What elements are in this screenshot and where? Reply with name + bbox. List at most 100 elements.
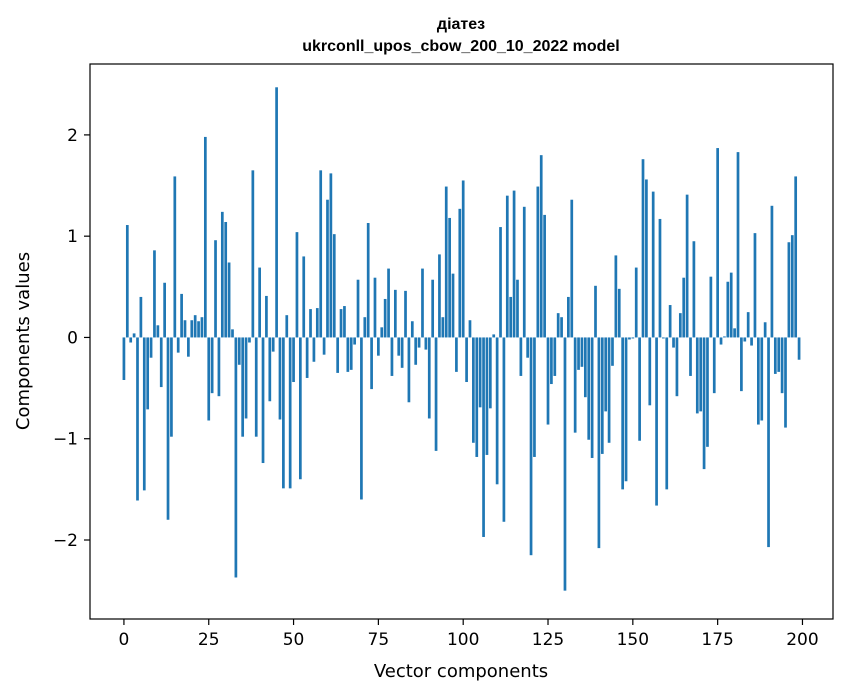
bar [424, 337, 428, 350]
bar [665, 337, 669, 490]
bar [434, 337, 438, 451]
bar [339, 309, 343, 338]
bar [156, 325, 160, 338]
chart-title-line2: ukrconll_upos_cbow_200_10_2022 model [302, 38, 619, 55]
bar [753, 233, 757, 338]
bar [536, 186, 540, 338]
bar [353, 337, 356, 345]
bar [180, 293, 183, 338]
bar [122, 337, 126, 380]
bar [668, 305, 672, 338]
bar [743, 337, 747, 342]
x-tick-label: 25 [198, 630, 220, 650]
bar [207, 337, 211, 421]
bar [522, 206, 526, 338]
bar [512, 190, 516, 338]
bar [760, 337, 764, 421]
bar [614, 255, 618, 338]
bar [159, 337, 163, 388]
y-tick-label: 0 [67, 328, 78, 348]
bar [278, 337, 282, 420]
bar [472, 337, 475, 443]
bar [583, 337, 587, 398]
bar [543, 214, 546, 338]
bar [421, 268, 424, 338]
bar [628, 337, 631, 340]
bar [767, 337, 770, 548]
bar [485, 337, 489, 455]
bar [346, 337, 350, 372]
bar [607, 337, 611, 443]
bar [407, 337, 411, 403]
bar [553, 337, 557, 376]
bar [746, 312, 750, 338]
bar [597, 337, 601, 549]
x-tick-label: 100 [447, 630, 479, 650]
bar [329, 173, 333, 338]
bar [702, 337, 706, 470]
bar [258, 267, 261, 338]
bar [736, 152, 740, 338]
bar [475, 337, 479, 457]
bar [390, 337, 394, 376]
bar [336, 337, 340, 373]
bar [292, 337, 295, 383]
bar [176, 337, 180, 353]
bar [302, 256, 306, 338]
bar [695, 337, 699, 414]
bar [319, 170, 323, 338]
bar [455, 337, 458, 372]
bar [611, 337, 614, 366]
bar [682, 277, 686, 338]
bar [763, 322, 767, 338]
bar [187, 337, 190, 357]
bar [580, 337, 584, 367]
bar [129, 337, 133, 343]
bar [651, 191, 655, 338]
bar [261, 337, 265, 464]
bar [265, 295, 268, 338]
bar [315, 308, 319, 338]
bar [719, 337, 723, 345]
bar [380, 327, 384, 338]
bar [777, 337, 781, 372]
bar [533, 337, 536, 457]
bar [356, 279, 360, 338]
bar [645, 179, 648, 338]
bar [790, 235, 794, 338]
bar [451, 273, 455, 338]
bar [271, 337, 275, 352]
bar [373, 277, 377, 338]
bar [444, 186, 448, 338]
bar [132, 333, 136, 338]
bar [231, 329, 234, 338]
bar [465, 337, 468, 383]
bar [282, 337, 285, 489]
bar [567, 296, 570, 338]
bar [773, 337, 777, 374]
bar [516, 279, 519, 338]
bar [136, 337, 139, 501]
bar [295, 232, 299, 338]
bar [573, 337, 577, 433]
bar [288, 337, 292, 489]
bar [587, 337, 591, 440]
bar [166, 337, 170, 520]
bar [448, 217, 451, 338]
bar [729, 272, 733, 338]
bar [404, 290, 407, 338]
bar [363, 317, 367, 338]
bar [712, 337, 716, 394]
bar [692, 241, 696, 338]
bar [142, 337, 146, 491]
x-axis-label: Vector components [374, 661, 548, 682]
bar [787, 242, 791, 338]
bar [784, 337, 787, 428]
bar [397, 337, 401, 356]
bar [410, 321, 414, 338]
bar [780, 337, 784, 394]
bar [146, 337, 150, 410]
bar [149, 337, 153, 358]
bar [244, 337, 248, 419]
